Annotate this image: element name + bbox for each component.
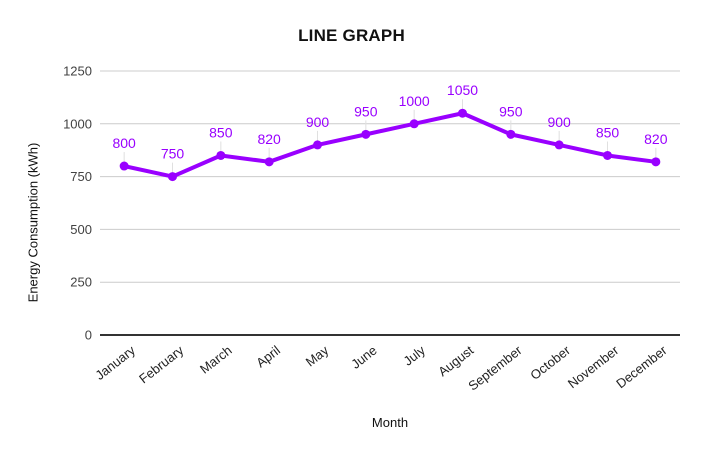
x-tick-label: August — [435, 342, 476, 379]
y-tick-label: 1000 — [63, 116, 92, 131]
data-point[interactable] — [361, 129, 371, 139]
data-value-label: 800 — [112, 135, 136, 151]
data-point[interactable] — [651, 157, 661, 167]
data-value-label: 900 — [547, 114, 571, 130]
data-point[interactable] — [554, 140, 564, 150]
data-value-label: 820 — [257, 131, 281, 147]
data-point[interactable] — [603, 150, 612, 160]
y-tick-label: 500 — [70, 222, 92, 237]
data-point[interactable] — [313, 140, 322, 150]
data-point[interactable] — [458, 108, 467, 118]
y-tick-label: 0 — [85, 328, 92, 343]
data-point[interactable] — [216, 150, 226, 160]
data-value-label: 1050 — [447, 82, 478, 98]
data-value-label: 850 — [596, 124, 620, 140]
line-series — [122, 111, 658, 179]
x-tick-label: February — [136, 342, 187, 386]
y-tick-label: 250 — [70, 275, 92, 290]
data-value-label: 850 — [209, 124, 233, 140]
x-tick-label: October — [527, 342, 573, 383]
chart-title: LINE GRAPH — [298, 26, 405, 45]
x-tick-label: December — [613, 342, 670, 391]
data-point[interactable] — [168, 172, 177, 182]
x-axis-title: Month — [371, 415, 409, 430]
y-tick-label: 750 — [70, 169, 92, 184]
data-value-label: 750 — [161, 146, 185, 162]
data-point[interactable] — [506, 129, 516, 139]
data-point[interactable] — [264, 157, 274, 167]
x-tick-label: September — [465, 342, 525, 393]
data-value-label: 1000 — [399, 93, 430, 109]
data-value-label: 950 — [354, 103, 378, 119]
x-tick-label: November — [565, 342, 622, 391]
x-tick-label: May — [303, 342, 332, 369]
x-tick-label: January — [92, 342, 138, 383]
x-tick-label: March — [197, 343, 235, 377]
x-tick-label: June — [348, 343, 379, 372]
x-tick-label: July — [401, 342, 429, 368]
x-tick-label: April — [253, 342, 283, 370]
data-value-label: 900 — [306, 114, 330, 130]
data-point[interactable] — [409, 119, 419, 129]
y-tick-label: 1250 — [63, 64, 92, 79]
data-value-label: 820 — [644, 131, 668, 147]
data-value-label: 950 — [499, 103, 523, 119]
data-point[interactable] — [119, 161, 129, 171]
